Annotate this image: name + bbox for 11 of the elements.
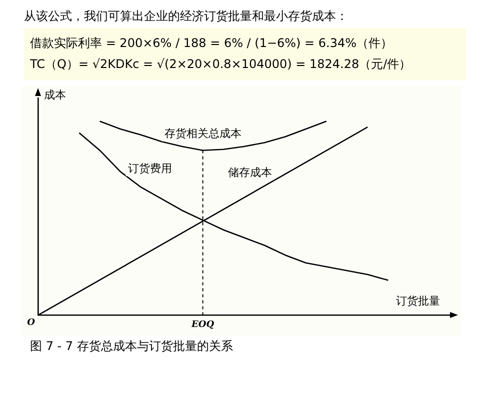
series-label: 存货相关总成本 — [164, 127, 242, 140]
text: TC（Q）= √2KDKc = √(2×20×0.8×104000) = 1824.28（元/件） — [30, 56, 412, 73]
y-axis-title: 成本 — [44, 88, 66, 102]
text: EOQ — [192, 320, 214, 330]
text: 图 7 - 7 存货总成本与订货批量的关系 — [30, 338, 234, 355]
text: O — [27, 318, 36, 328]
text: 从该公式，我们可算出企业的经济订货批量和最小存货成本： — [24, 8, 349, 25]
series-label: 储存成本 — [228, 166, 272, 180]
x-axis-title: 订货批量 — [396, 294, 440, 308]
series-label: 订货费用 — [128, 162, 172, 176]
text: 借款实际利率 = 200×6% / 188 = 6% / (1−6%) = 6.34%（件） — [30, 35, 394, 52]
